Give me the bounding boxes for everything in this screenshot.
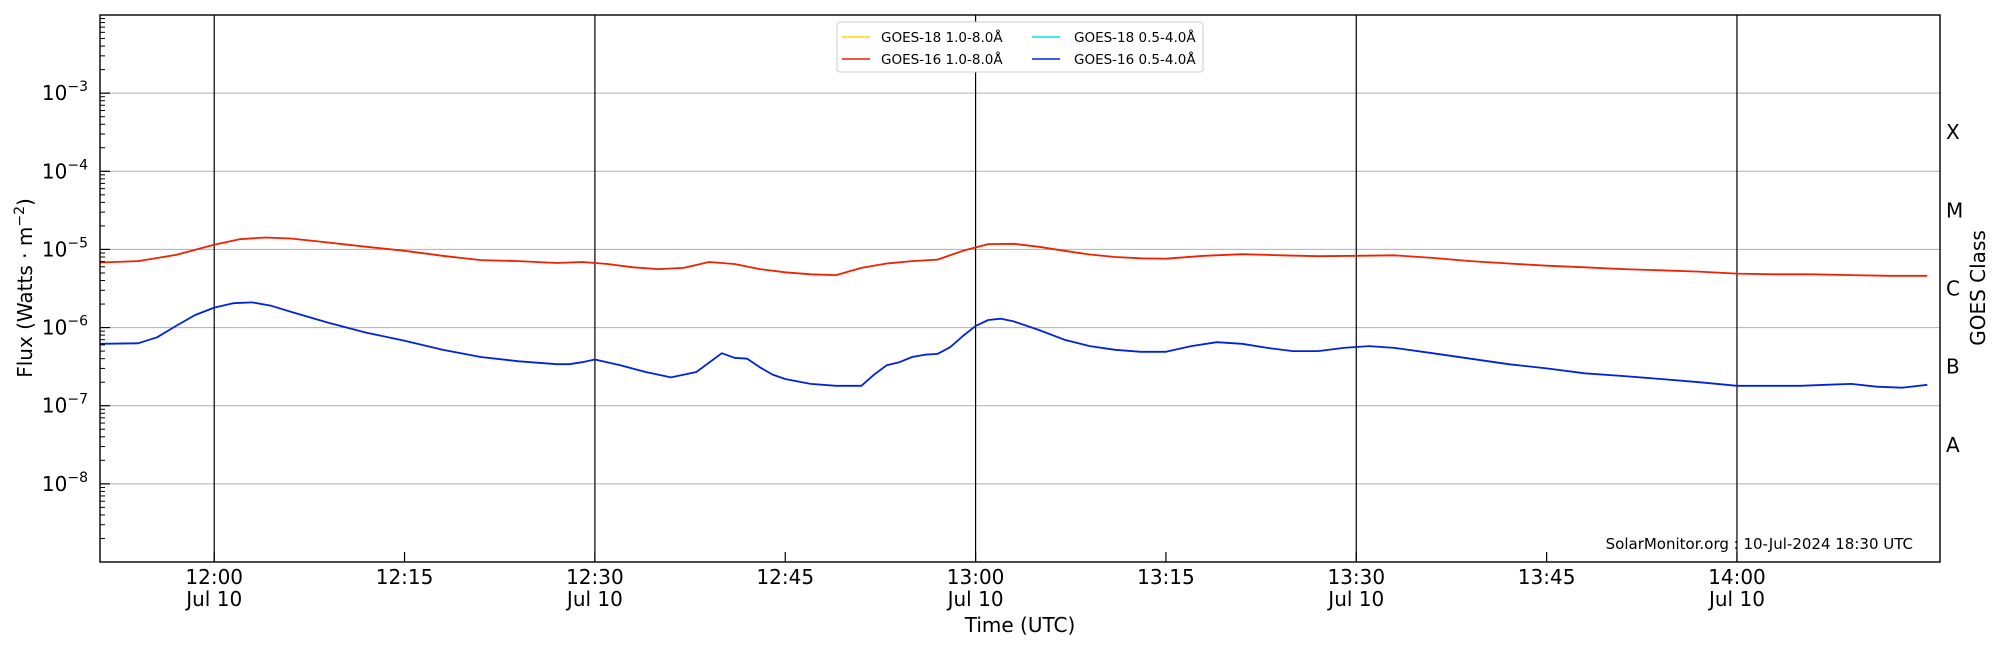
x-tick-time-label: 13:15: [1137, 565, 1195, 589]
y-tick-base: 10: [42, 81, 67, 105]
y-tick-base: 10: [42, 394, 67, 418]
x-tick-time-label: 13:30: [1327, 565, 1385, 589]
x-tick-date-label: Jul 10: [946, 587, 1004, 611]
x-tick-time-label: 12:30: [566, 565, 624, 589]
x-tick-date-label: Jul 10: [1707, 587, 1765, 611]
y-axis-title: Flux (Watts · m−2): [12, 198, 37, 378]
x-tick-time-label: 12:45: [756, 565, 814, 589]
x-tick-date-label: Jul 10: [184, 587, 242, 611]
series-line: [99, 236, 1928, 277]
y-tick-label: 10−4: [42, 157, 88, 183]
y-tick-base: 10: [42, 159, 67, 183]
x-tick-time-label: 12:15: [376, 565, 434, 589]
y-tick-label: 10−6: [42, 314, 88, 340]
legend-label-goes18-long: GOES-18 1.0-8.0Å: [881, 29, 1003, 46]
grid-lines: [100, 15, 1940, 562]
x-tick-time-label: 13:45: [1518, 565, 1576, 589]
y-tick-base: 10: [42, 316, 67, 340]
y-tick-base: 10: [42, 472, 67, 496]
y-tick-label: 10−5: [42, 235, 88, 261]
legend-label-goes16-short: GOES-16 0.5-4.0Å: [1074, 51, 1196, 68]
goes-class-label: A: [1946, 433, 1960, 457]
y-tick-base: 10: [42, 237, 67, 261]
series-line: [99, 301, 1928, 389]
x-tick-time-label: 13:00: [947, 565, 1005, 589]
x-tick-date-label: Jul 10: [1326, 587, 1384, 611]
legend-label-goes18-short: GOES-18 0.5-4.0Å: [1074, 29, 1196, 46]
y-tick-label: 10−3: [42, 79, 88, 105]
x-tick-time-label: 12:00: [185, 565, 243, 589]
plot-background: [100, 15, 1940, 562]
x-tick-time-label: 14:00: [1708, 565, 1766, 589]
y-tick-exponent: −3: [67, 79, 88, 95]
y-tick-exponent: −7: [67, 392, 88, 408]
x-axis-title: Time (UTC): [964, 613, 1076, 637]
y-tick-exponent: −5: [67, 235, 88, 251]
goes-class-label: C: [1946, 277, 1960, 301]
y-tick-label: 10−7: [42, 392, 88, 418]
y-tick-label: 10−8: [42, 470, 88, 496]
plot-frame: [99, 14, 1941, 563]
credit-text: SolarMonitor.org : 10-Jul-2024 18:30 UTC: [1606, 535, 1913, 553]
y-tick-exponent: −4: [67, 157, 88, 173]
data-series: [99, 236, 1928, 389]
legend: GOES-18 1.0-8.0Å GOES-18 0.5-4.0Å GOES-1…: [836, 21, 1204, 73]
legend-box: [836, 21, 1204, 73]
y-tick-exponent: −8: [67, 470, 88, 486]
goes-class-label: X: [1946, 120, 1960, 144]
x-tick-date-label: Jul 10: [565, 587, 623, 611]
goes-class-label: B: [1946, 355, 1960, 379]
legend-label-goes16-long: GOES-16 1.0-8.0Å: [881, 51, 1003, 68]
goes-class-axis-title: GOES Class: [1966, 230, 1990, 346]
goes-class-label: M: [1946, 198, 1963, 222]
y-tick-exponent: −6: [67, 314, 88, 330]
